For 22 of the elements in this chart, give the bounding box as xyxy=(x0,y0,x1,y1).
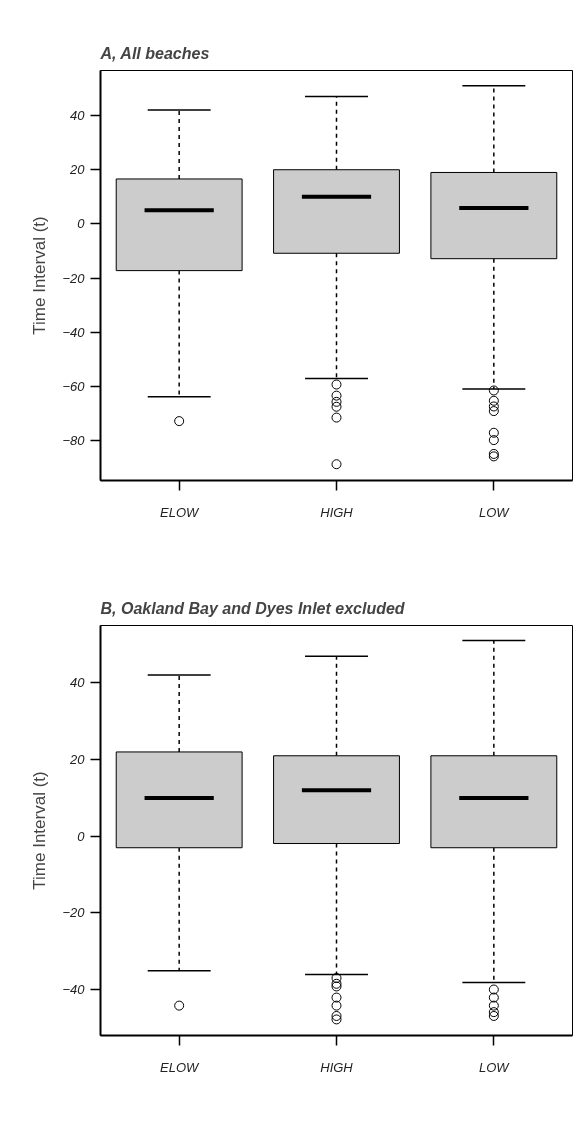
y-tick-label: −80 xyxy=(62,433,86,449)
chart-title: B, Oakland Bay and Dyes Inlet excluded xyxy=(100,599,406,617)
y-axis-title: Time Interval (t) xyxy=(30,216,50,335)
y-axis-title: Time Interval (t) xyxy=(30,771,50,890)
y-tick-label: 40 xyxy=(70,675,86,691)
y-tick-label: −20 xyxy=(62,270,86,286)
chart-title: A, All beaches xyxy=(99,44,210,62)
y-tick-label: 20 xyxy=(69,752,86,768)
x-tick-label: ELOW xyxy=(160,504,201,520)
y-tick-label: −60 xyxy=(62,379,86,395)
y-tick-label: −40 xyxy=(62,982,86,998)
x-tick-label: HIGH xyxy=(320,1059,354,1075)
y-tick-label: 20 xyxy=(69,162,86,178)
x-tick-label: ELOW xyxy=(160,1059,201,1075)
y-tick-label: −20 xyxy=(62,905,86,921)
x-tick-label: HIGH xyxy=(320,504,354,520)
x-tick-label: LOW xyxy=(479,504,511,520)
y-tick-label: 0 xyxy=(77,828,86,844)
y-tick-label: −40 xyxy=(62,324,86,340)
y-tick-label: 40 xyxy=(70,108,86,124)
x-tick-label: LOW xyxy=(479,1059,511,1075)
y-tick-label: 0 xyxy=(77,216,86,232)
